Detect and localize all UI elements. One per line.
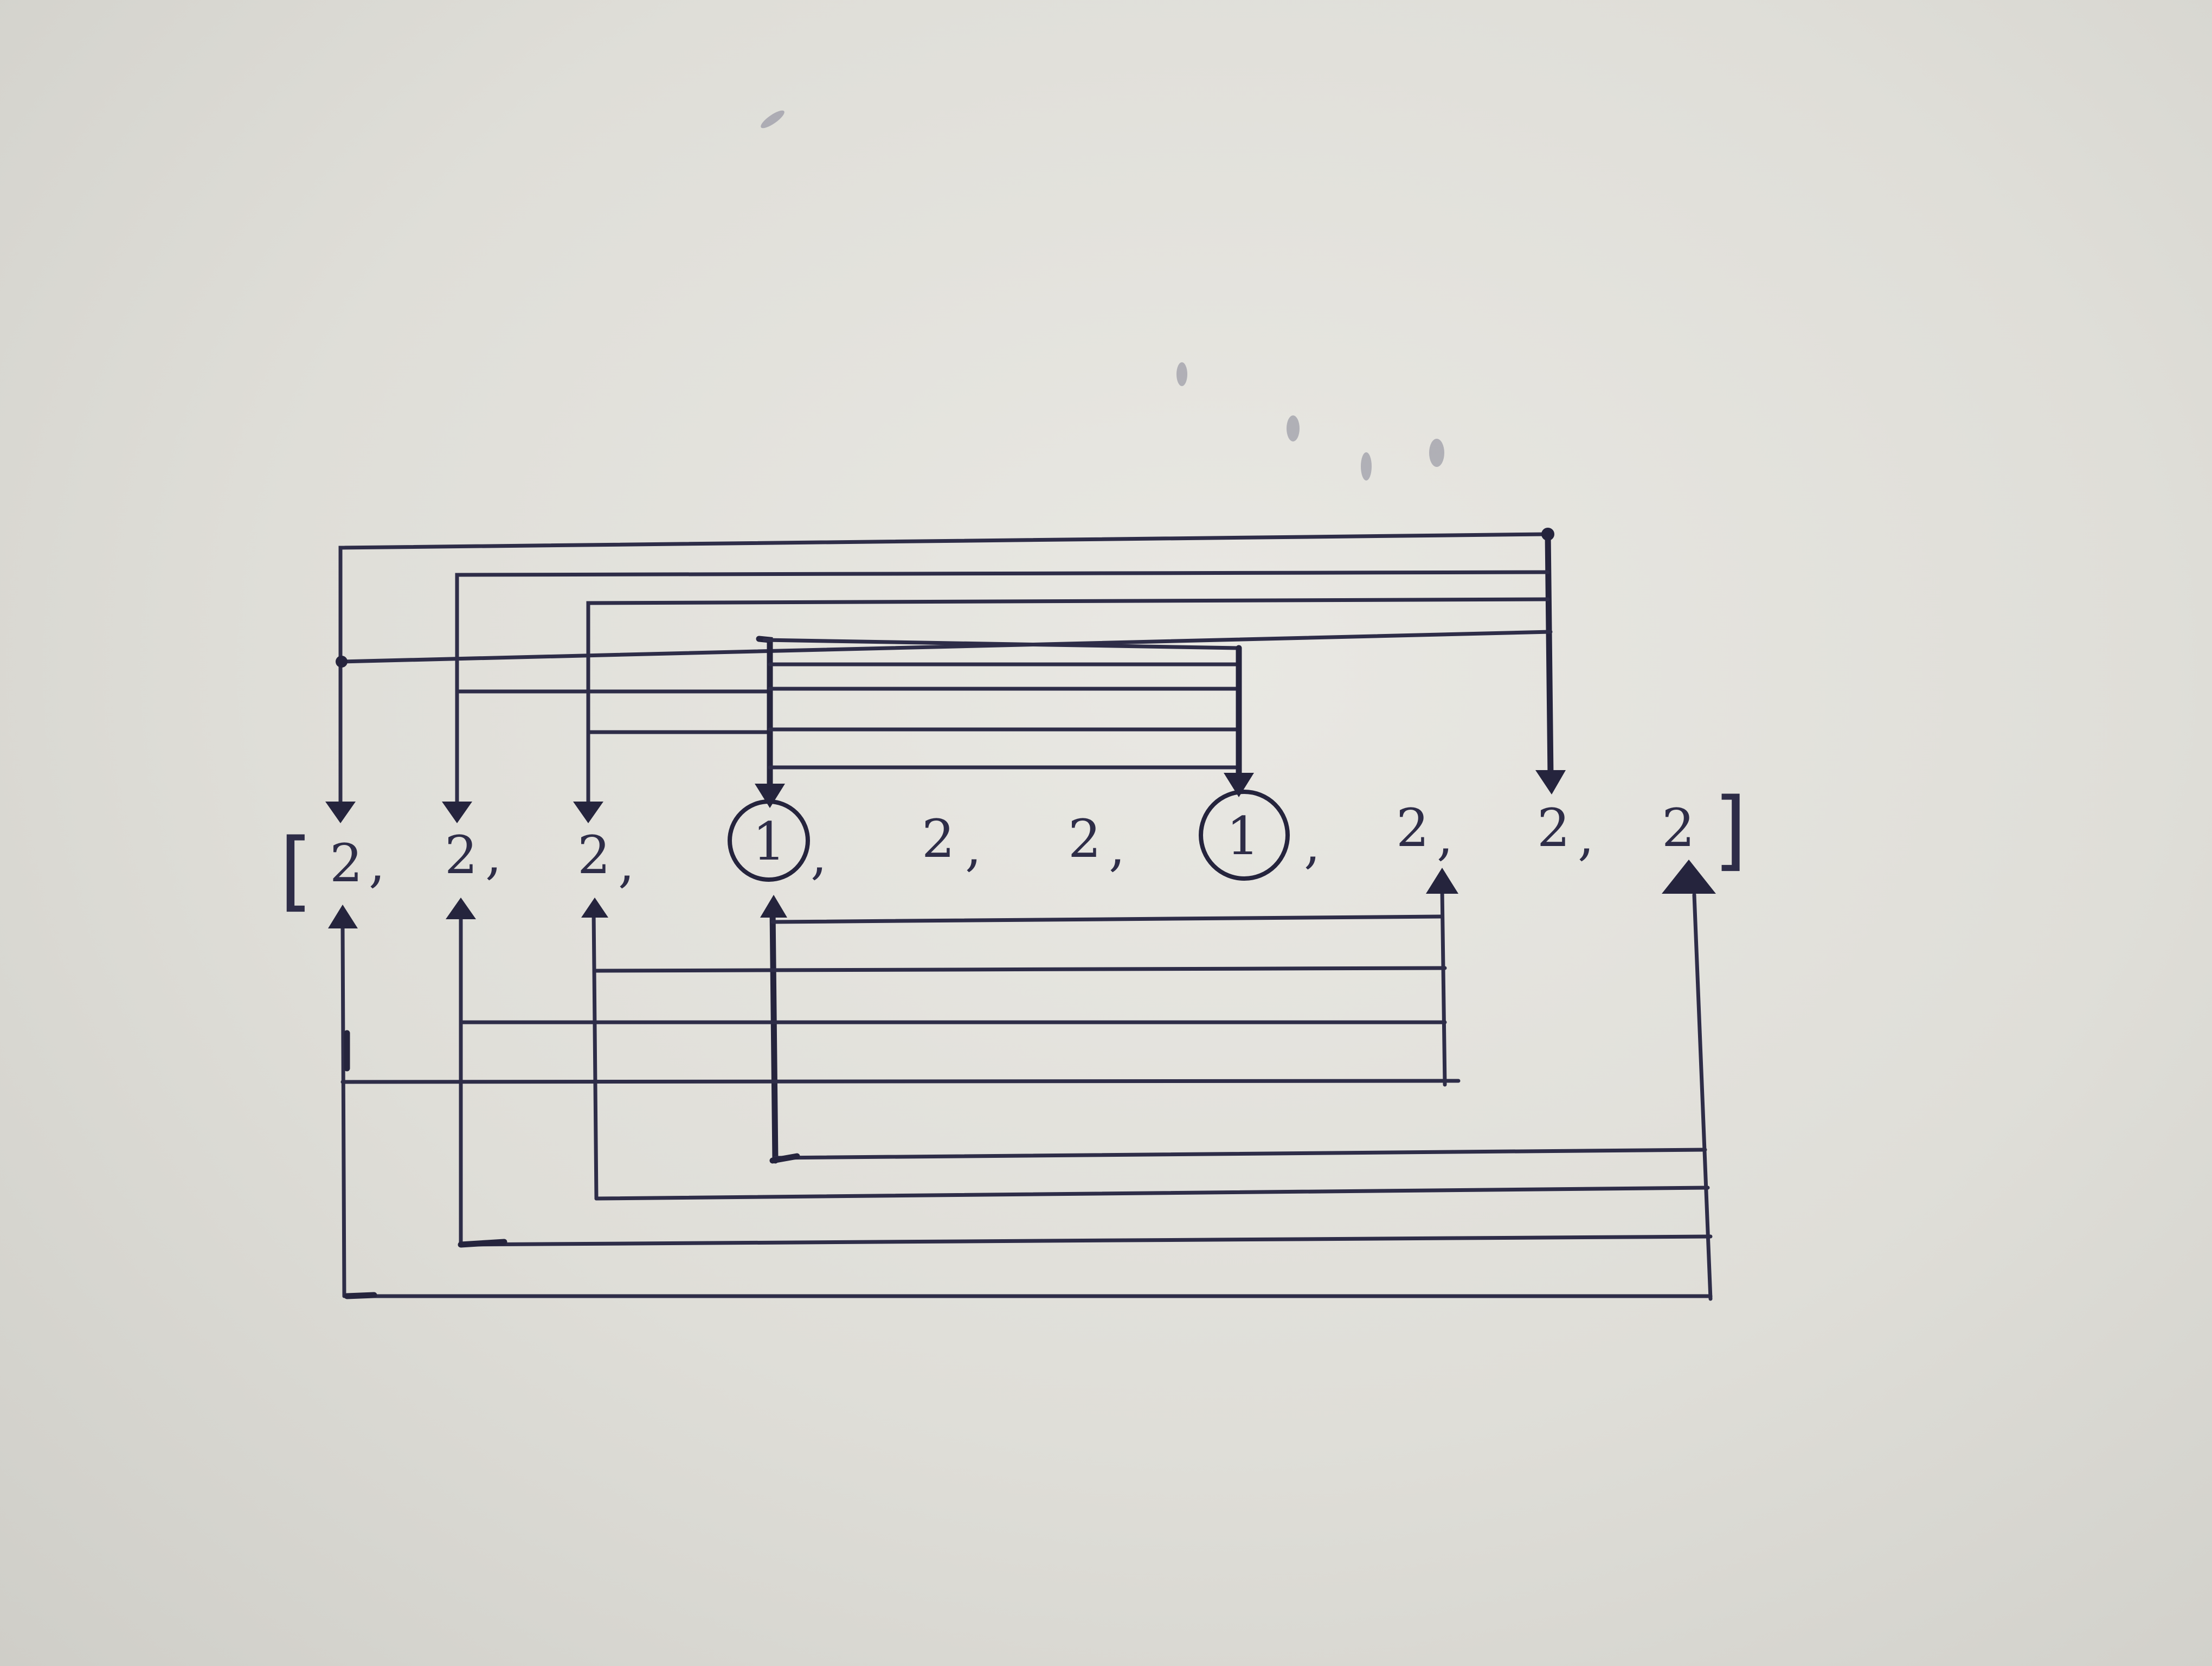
ink-smudge: [761, 110, 785, 129]
ink-corner-element-3: [769, 1153, 800, 1164]
bottom-trunk-element-3: [769, 908, 779, 1164]
bottom-trunk-element-7: [1440, 887, 1447, 1087]
bottom-line-9-to-2: [594, 1186, 1710, 1201]
element-value: 1: [753, 811, 786, 872]
element-value: 2: [577, 825, 610, 886]
element-separator: ,: [1109, 817, 1126, 877]
bottom-line-9-to-1: [459, 1234, 1713, 1247]
element-separator: ,: [1437, 806, 1454, 867]
arrow-into-element-8: [1535, 770, 1566, 794]
element-value: 2: [1662, 798, 1695, 858]
bottom-trunk-element-2: [591, 909, 599, 1201]
bundle-line-3-to-6-a: [762, 638, 1241, 650]
element-value: 2: [922, 809, 955, 869]
top-line-to-element-2: [586, 597, 1550, 810]
arrow-up-element-0: [328, 905, 358, 928]
top-return-to-element-0: [338, 630, 1553, 664]
bottom-line-7-to-0: [340, 1079, 1461, 1084]
ink-corner-element-0: [344, 1292, 377, 1299]
arrow-up-element-1: [446, 898, 476, 919]
array-row: [ ] 2 , 2 , 2 , 1 , 2 , 2 , 1 , 2 , 2 , …: [279, 779, 1747, 921]
arrow-into-element-2: [573, 802, 603, 823]
top-line-to-element-0: [338, 532, 1550, 810]
close-bracket: ]: [1713, 779, 1747, 880]
open-bracket: [: [279, 819, 313, 921]
element-value: 2: [1068, 809, 1101, 869]
arrow-into-element-7: [1426, 868, 1458, 894]
bottom-line-7-to-3: [770, 914, 1444, 924]
element-separator: ,: [1304, 814, 1321, 875]
arrow-into-element-0: [325, 802, 356, 823]
element-separator: ,: [811, 825, 827, 886]
ink-corner-element-1: [458, 1239, 507, 1248]
arrow-into-element-9: [1662, 860, 1716, 894]
arrow-into-element-6: [1224, 773, 1254, 797]
element-separator: ,: [618, 833, 635, 894]
element-separator: ,: [369, 833, 385, 894]
element-separator: ,: [1578, 806, 1594, 867]
arrow-up-element-2: [581, 898, 608, 918]
bottom-line-7-to-2: [594, 966, 1447, 973]
element-value: 2: [330, 833, 363, 894]
ink-smudge: [1176, 362, 1187, 386]
ink-smudge: [1361, 452, 1372, 480]
arrow-up-element-3: [760, 895, 787, 918]
element-value: 2: [445, 825, 478, 886]
element-value: 2: [1537, 798, 1570, 858]
bottom-trunk-element-0: [340, 925, 346, 1298]
ink-smudge: [1287, 415, 1300, 441]
top-trunk-element-8: [1545, 531, 1554, 779]
bottom-connectors: [328, 528, 1716, 1301]
element-value: 2: [1396, 798, 1429, 858]
element-separator: ,: [965, 817, 982, 877]
top-connectors: [325, 531, 1566, 823]
ink-smudge: [1429, 439, 1444, 467]
junction-dot: [336, 656, 348, 668]
arrow-into-element-1: [442, 802, 472, 823]
bottom-trunk-element-9: [1692, 893, 1713, 1301]
top-line-to-element-1: [455, 570, 1550, 810]
bottom-line-9-to-3: [773, 1148, 1707, 1160]
ink-dot: [1541, 528, 1554, 541]
element-separator: ,: [485, 825, 502, 886]
ink-smudges: [761, 110, 1444, 480]
element-value: 1: [1226, 806, 1259, 867]
arrow-into-element-3: [755, 784, 785, 808]
circled-element-marker: [1199, 790, 1290, 881]
bundle-element-3-trunk: [756, 636, 773, 790]
